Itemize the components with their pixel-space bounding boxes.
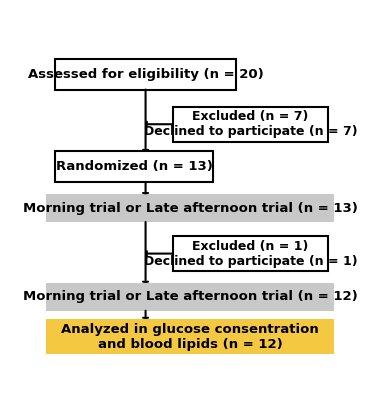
Text: Excluded (n = 1)
Declined to participate (n = 1): Excluded (n = 1) Declined to participate… xyxy=(144,240,357,268)
Text: Excluded (n = 7)
Declined to participate (n = 7): Excluded (n = 7) Declined to participate… xyxy=(144,110,357,138)
Text: Analyzed in glucose consentration
and blood lipids (n = 12): Analyzed in glucose consentration and bl… xyxy=(61,323,319,351)
FancyBboxPatch shape xyxy=(173,236,328,271)
Text: Assessed for eligibility (n = 20): Assessed for eligibility (n = 20) xyxy=(28,68,263,81)
FancyBboxPatch shape xyxy=(55,59,236,90)
FancyBboxPatch shape xyxy=(173,106,328,142)
Text: Morning trial or Late afternoon trial (n = 12): Morning trial or Late afternoon trial (n… xyxy=(23,290,358,303)
Text: Morning trial or Late afternoon trial (n = 13): Morning trial or Late afternoon trial (n… xyxy=(23,202,358,215)
FancyBboxPatch shape xyxy=(46,283,334,311)
Text: Randomized (n = 13): Randomized (n = 13) xyxy=(56,160,213,173)
FancyBboxPatch shape xyxy=(46,194,334,222)
FancyBboxPatch shape xyxy=(55,151,213,182)
FancyBboxPatch shape xyxy=(46,319,334,354)
